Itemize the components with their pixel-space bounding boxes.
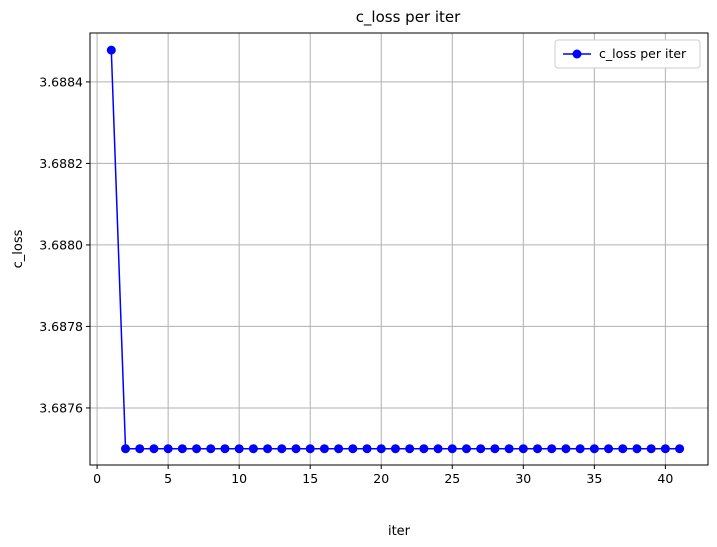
y-tick-label: 3.6884	[39, 74, 83, 89]
x-tick-label: 15	[302, 471, 318, 486]
data-point	[618, 444, 628, 454]
grid-layer	[90, 33, 708, 465]
data-point	[518, 444, 528, 454]
data-point	[604, 444, 614, 454]
data-point	[106, 45, 116, 55]
x-tick-label: 0	[93, 471, 101, 486]
data-point	[263, 444, 273, 454]
data-point	[220, 444, 230, 454]
data-point	[206, 444, 216, 454]
data-point	[433, 444, 443, 454]
legend-marker-swatch	[572, 49, 582, 59]
legend: c_loss per iter	[554, 39, 701, 69]
y-tick-label: 3.6880	[39, 237, 83, 252]
data-point	[675, 444, 685, 454]
data-point	[234, 444, 244, 454]
x-tick-label: 10	[231, 471, 247, 486]
data-point	[248, 444, 258, 454]
data-point	[390, 444, 400, 454]
y-tick-label: 3.6878	[39, 319, 83, 334]
series-layer	[106, 45, 685, 454]
data-point	[490, 444, 500, 454]
data-point	[291, 444, 301, 454]
data-point	[163, 444, 173, 454]
data-point	[461, 444, 471, 454]
data-point	[547, 444, 557, 454]
x-tick-label: 5	[164, 471, 172, 486]
y-tick-label: 3.6876	[39, 400, 83, 415]
data-point	[589, 444, 599, 454]
legend-label: c_loss per iter	[599, 46, 687, 61]
y-axis-label: c_loss	[11, 229, 26, 268]
x-tick-label: 20	[373, 471, 389, 486]
data-point	[533, 444, 543, 454]
legend-box	[554, 39, 701, 69]
data-point	[405, 444, 415, 454]
data-point	[447, 444, 457, 454]
ticks-layer: 0 5 10 15 20 25 30 35 40 3.6876 3.6878 3.6880 3.6882…	[39, 74, 673, 486]
data-point	[149, 444, 159, 454]
data-point	[135, 444, 145, 454]
data-point	[277, 444, 287, 454]
data-point	[646, 444, 656, 454]
data-point	[362, 444, 372, 454]
y-tick-label: 3.6882	[39, 156, 83, 171]
data-point	[632, 444, 642, 454]
data-point	[504, 444, 514, 454]
data-point	[121, 444, 131, 454]
data-point	[476, 444, 486, 454]
data-point	[660, 444, 670, 454]
x-tick-label: 30	[515, 471, 531, 486]
data-point	[319, 444, 329, 454]
data-point	[192, 444, 202, 454]
x-tick-label: 40	[657, 471, 673, 486]
x-axis-label: iter	[388, 524, 411, 539]
data-point	[177, 444, 187, 454]
data-point	[348, 444, 358, 454]
data-point	[561, 444, 571, 454]
data-point	[376, 444, 386, 454]
data-point	[334, 444, 344, 454]
data-point	[575, 444, 585, 454]
plot-frame	[89, 32, 709, 466]
x-tick-label: 35	[586, 471, 602, 486]
data-point	[419, 444, 429, 454]
data-point	[305, 444, 315, 454]
x-tick-label: 25	[444, 471, 460, 486]
chart-title: c_loss per iter	[356, 8, 461, 27]
